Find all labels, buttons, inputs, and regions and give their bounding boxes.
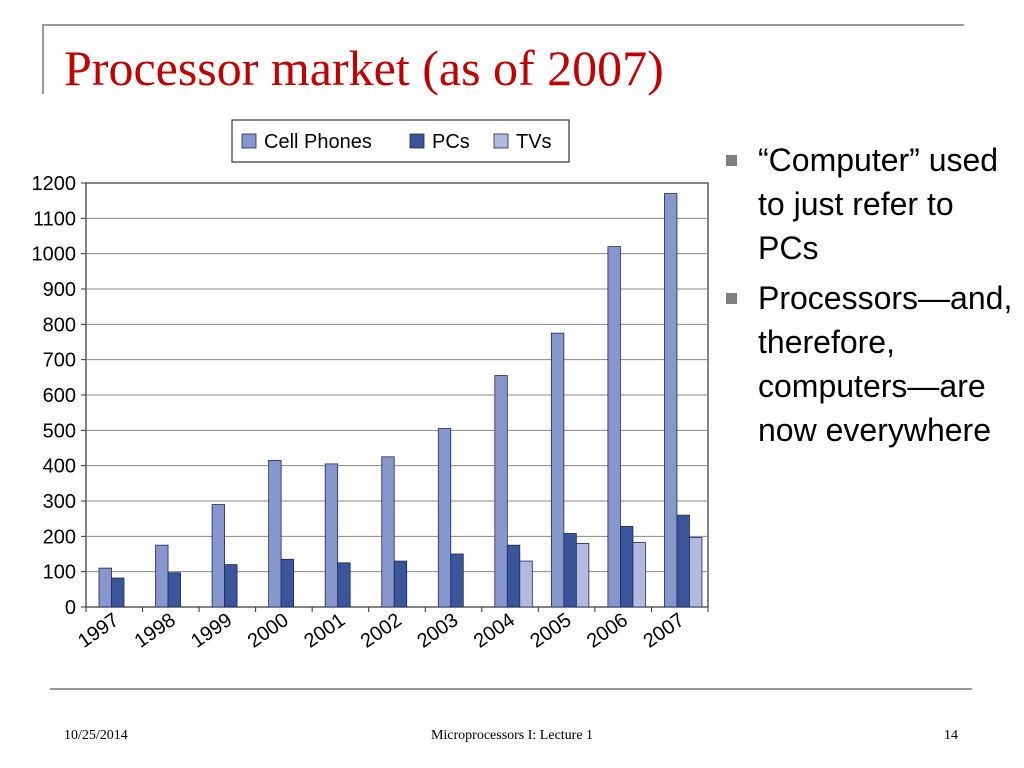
footer-date: 10/25/2014 <box>64 728 128 743</box>
bar-cell-phones <box>268 459 282 608</box>
legend-swatch <box>493 133 509 149</box>
x-tick-label: 2000 <box>244 609 293 653</box>
legend-label: TVs <box>516 131 552 153</box>
legend-label: Cell Phones <box>264 131 372 153</box>
bar-pcs <box>620 526 634 608</box>
y-tick-label: 1100 <box>33 208 76 230</box>
bar-cell-phones <box>494 375 508 608</box>
bullet-list: “Computer” used to just refer to PCs Pro… <box>722 138 1022 458</box>
x-tick-label: 2007 <box>640 609 689 653</box>
legend: Cell Phones PCs TVs <box>231 119 570 163</box>
footer-title: Microprocessors I: Lecture 1 <box>430 728 594 743</box>
y-tick-label: 1200 <box>32 173 77 195</box>
page-number: 14 <box>944 728 958 743</box>
y-tick-label: 0 <box>65 597 76 619</box>
bar-tvs <box>689 536 703 608</box>
y-tick-label: 400 <box>43 456 76 478</box>
y-tick-label: 800 <box>43 314 76 336</box>
bullet-text: Processors—and, therefore, computers—are… <box>758 280 1013 448</box>
x-tick-label: 2005 <box>526 609 575 653</box>
y-tick-label: 1000 <box>32 244 77 266</box>
bar-pcs <box>506 544 521 608</box>
bar-cell-phones <box>155 544 169 608</box>
x-tick-label: 2006 <box>583 609 632 653</box>
bar-pcs <box>224 564 238 608</box>
bar-tvs <box>632 541 646 608</box>
bar-cell-phones <box>98 567 112 608</box>
square-bullet-icon <box>726 155 737 166</box>
x-tick-label: 2004 <box>470 609 519 653</box>
x-tick-label: 2001 <box>300 609 349 653</box>
legend-swatch <box>409 133 425 149</box>
bar-pcs <box>450 553 464 608</box>
bar-cell-phones <box>437 428 452 608</box>
top-rule <box>42 24 964 26</box>
x-tick-label: 1999 <box>187 609 236 653</box>
y-tick-label: 600 <box>43 385 76 407</box>
bar-pcs <box>111 577 125 608</box>
bar-cell-phones <box>550 332 565 608</box>
slide-title: Processor market (as of 2007) <box>64 40 664 96</box>
bar-cell-phones <box>664 193 678 608</box>
y-tick-label: 700 <box>43 350 76 372</box>
bar-tvs <box>575 542 590 608</box>
bar-pcs <box>393 560 408 608</box>
x-tick-label: 1997 <box>74 609 123 653</box>
bar-tvs <box>519 560 533 608</box>
y-tick-label: 500 <box>43 420 76 442</box>
bar-cell-phones <box>324 463 339 608</box>
bar-cell-phones <box>607 246 621 608</box>
top-left-rule <box>42 24 44 94</box>
bar-pcs <box>337 562 351 608</box>
bullet-text: “Computer” used to just refer to PCs <box>758 142 999 266</box>
bar-pcs <box>280 558 295 608</box>
legend-label: PCs <box>432 131 470 153</box>
bar-cell-phones <box>381 456 395 608</box>
bar-chart: 0 100 200 300 400 500 600 700 800 900 1000 1100 1200… <box>32 119 709 653</box>
x-tick-label: 1998 <box>131 609 180 653</box>
bullet-item: Processors—and, therefore, computers—are… <box>722 276 1022 452</box>
bottom-rule <box>50 688 972 690</box>
y-tick-label: 200 <box>43 526 76 548</box>
x-tick-label: 2003 <box>413 609 462 653</box>
y-tick-label: 300 <box>43 491 76 513</box>
y-tick-label: 900 <box>43 279 76 301</box>
legend-swatch <box>241 133 257 149</box>
square-bullet-icon <box>726 293 737 304</box>
bar-pcs <box>563 533 577 608</box>
bar-pcs <box>676 514 690 608</box>
y-tick-label: 100 <box>43 562 76 584</box>
bar-cell-phones <box>211 504 225 608</box>
bullet-item: “Computer” used to just refer to PCs <box>722 138 1022 270</box>
x-tick-label: 2002 <box>357 609 406 653</box>
bar-pcs <box>167 572 181 608</box>
legend-box <box>231 119 570 163</box>
